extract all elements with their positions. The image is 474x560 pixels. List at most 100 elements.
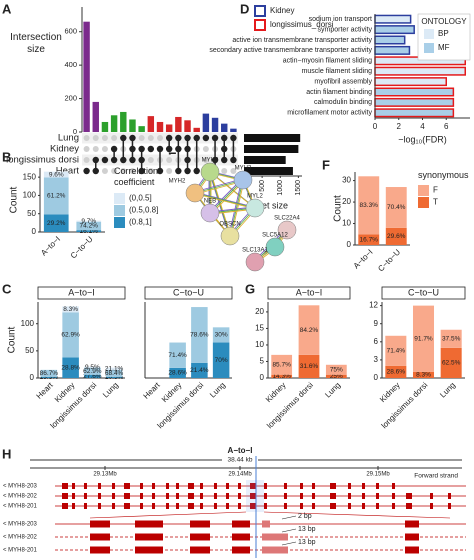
- matrix-dot-empty: [83, 146, 90, 152]
- exon: [264, 483, 267, 489]
- legend-label: (0,0.5]: [129, 194, 152, 203]
- exon: [284, 503, 287, 509]
- exon: [190, 546, 210, 554]
- node-label: SLC13A1: [242, 248, 268, 254]
- percent-label: 8.3%: [416, 372, 431, 379]
- bar-segment: [84, 366, 101, 368]
- matrix-dot-empty: [129, 168, 136, 174]
- x-tick-label: Lung: [208, 381, 227, 400]
- matrix-dot: [120, 134, 127, 142]
- matrix-dot: [175, 134, 182, 142]
- bar-segment: [385, 365, 407, 378]
- legend-label: F: [433, 186, 438, 195]
- exon-variant: [262, 546, 288, 554]
- exon: [376, 493, 379, 499]
- facet-strip: [37, 286, 126, 300]
- matrix-dot: [129, 145, 136, 153]
- legend-key: [424, 29, 434, 39]
- y-tick-label: 600: [64, 27, 77, 36]
- matrix-dot-empty: [147, 157, 154, 163]
- node-label: MYH2: [169, 179, 186, 185]
- matrix-dot: [156, 145, 164, 153]
- exon: [232, 520, 250, 528]
- matrix-dot-empty: [221, 168, 228, 174]
- zoom-right: [263, 511, 451, 519]
- percent-label: 28.8%: [61, 364, 80, 371]
- facet-strip: [144, 286, 233, 300]
- transcript-label: < MYH8-203: [3, 484, 38, 490]
- percent-label: 9.6%: [49, 171, 64, 178]
- strand-label: Forward strand: [414, 473, 458, 480]
- bar-segment: [40, 376, 58, 378]
- x-tick-label: 6: [444, 122, 449, 131]
- scale-length: 38.44 kb: [228, 457, 253, 464]
- x-tick-label: C−to−U: [376, 247, 402, 273]
- percent-label: 62.9%: [83, 368, 102, 375]
- facet-title: C−to−U: [408, 287, 439, 297]
- y-axis-label: Intersection size: [10, 32, 62, 55]
- ruler-label: 29.15Mb: [366, 472, 390, 478]
- exon-variant: [262, 520, 270, 528]
- term-label: symporter activity: [318, 26, 373, 33]
- matrix-dot: [211, 134, 219, 142]
- intersection-bar: [184, 120, 191, 132]
- matrix-dot-empty: [120, 168, 127, 174]
- exon: [90, 546, 110, 554]
- exon: [238, 493, 241, 499]
- matrix-dot: [211, 156, 219, 164]
- matrix-dot: [129, 134, 136, 142]
- y-tick-label: 15: [255, 324, 264, 333]
- panel-letter: F: [322, 157, 330, 172]
- bar-segment: [84, 374, 101, 378]
- percent-label: 91.7%: [414, 336, 433, 343]
- node-label: SLC5A12: [262, 233, 288, 239]
- exon: [448, 503, 451, 509]
- network-node: [200, 162, 220, 182]
- intersection-bar: [202, 113, 210, 132]
- legend-key: [418, 197, 429, 208]
- y-tick-label: 50: [25, 346, 34, 355]
- exon: [188, 493, 194, 499]
- percent-label: 74.2%: [80, 223, 99, 230]
- intersection-bar: [175, 116, 182, 132]
- matrix-dot-empty: [92, 146, 99, 152]
- bar-segment: [440, 329, 462, 348]
- exon: [176, 503, 179, 509]
- exon: [226, 493, 229, 499]
- percent-label: 71.4%: [387, 348, 406, 355]
- x-tick-label: 0: [373, 122, 378, 131]
- exon: [152, 493, 155, 499]
- legend-label: (0.5,0.8]: [129, 206, 158, 215]
- percent-label: 84.2%: [300, 327, 319, 334]
- exon-variant: [262, 533, 288, 541]
- exon: [250, 493, 256, 499]
- matrix-dot: [92, 156, 99, 164]
- term-label: active ion transmembrane transporter act…: [232, 37, 372, 44]
- bar-segment: [271, 354, 293, 375]
- percent-label: 27.6%: [83, 373, 102, 380]
- exon: [300, 483, 303, 489]
- exon: [405, 533, 419, 541]
- bar: [374, 66, 466, 76]
- network-edge: [209, 171, 231, 237]
- exon: [124, 483, 130, 489]
- bar-segment: [105, 369, 123, 377]
- intersection-bar: [211, 117, 219, 132]
- network-node: [233, 170, 253, 190]
- exon: [188, 503, 194, 509]
- x-tick-label: A−to−I: [352, 248, 375, 271]
- matrix-dot: [184, 134, 191, 142]
- bar-segment: [440, 347, 462, 378]
- bar-segment: [62, 312, 79, 358]
- legend-label: longissimus_dorsi: [270, 20, 334, 29]
- y-tick-label: 6: [374, 337, 379, 346]
- y-axis-label: Count: [333, 195, 344, 222]
- exon: [238, 483, 241, 489]
- matrix-dot: [165, 145, 173, 153]
- bar-segment: [298, 305, 320, 355]
- exon: [90, 533, 110, 541]
- y-tick-label: 10: [342, 219, 351, 228]
- exon: [62, 503, 68, 509]
- ruler-label: 29.14Mb: [228, 472, 252, 478]
- percent-label: 68.4%: [105, 370, 124, 377]
